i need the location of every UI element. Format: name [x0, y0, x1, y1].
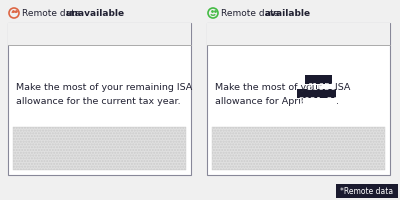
FancyBboxPatch shape — [13, 127, 186, 170]
Text: unavailable: unavailable — [65, 8, 124, 18]
Text: allowance for the current tax year.: allowance for the current tax year. — [16, 97, 181, 106]
Text: *Remote data: *Remote data — [340, 186, 394, 196]
Text: Make the most of your remaining ISA: Make the most of your remaining ISA — [16, 83, 192, 92]
FancyBboxPatch shape — [212, 127, 385, 170]
FancyBboxPatch shape — [207, 23, 390, 175]
Text: allowance for April: allowance for April — [215, 97, 306, 106]
FancyBboxPatch shape — [207, 23, 390, 45]
FancyBboxPatch shape — [8, 23, 191, 175]
FancyBboxPatch shape — [8, 23, 191, 45]
Text: .: . — [336, 97, 339, 106]
Text: Remote data: Remote data — [221, 8, 282, 18]
FancyBboxPatch shape — [305, 74, 332, 84]
Text: Make the most of your: Make the most of your — [215, 83, 325, 92]
FancyBboxPatch shape — [297, 88, 336, 98]
FancyBboxPatch shape — [336, 184, 398, 198]
Text: ISA: ISA — [332, 83, 350, 92]
Text: 2021–2022: 2021–2022 — [298, 97, 351, 106]
Text: available: available — [264, 8, 310, 18]
Text: Remote data: Remote data — [22, 8, 83, 18]
Text: £16500: £16500 — [306, 83, 342, 92]
